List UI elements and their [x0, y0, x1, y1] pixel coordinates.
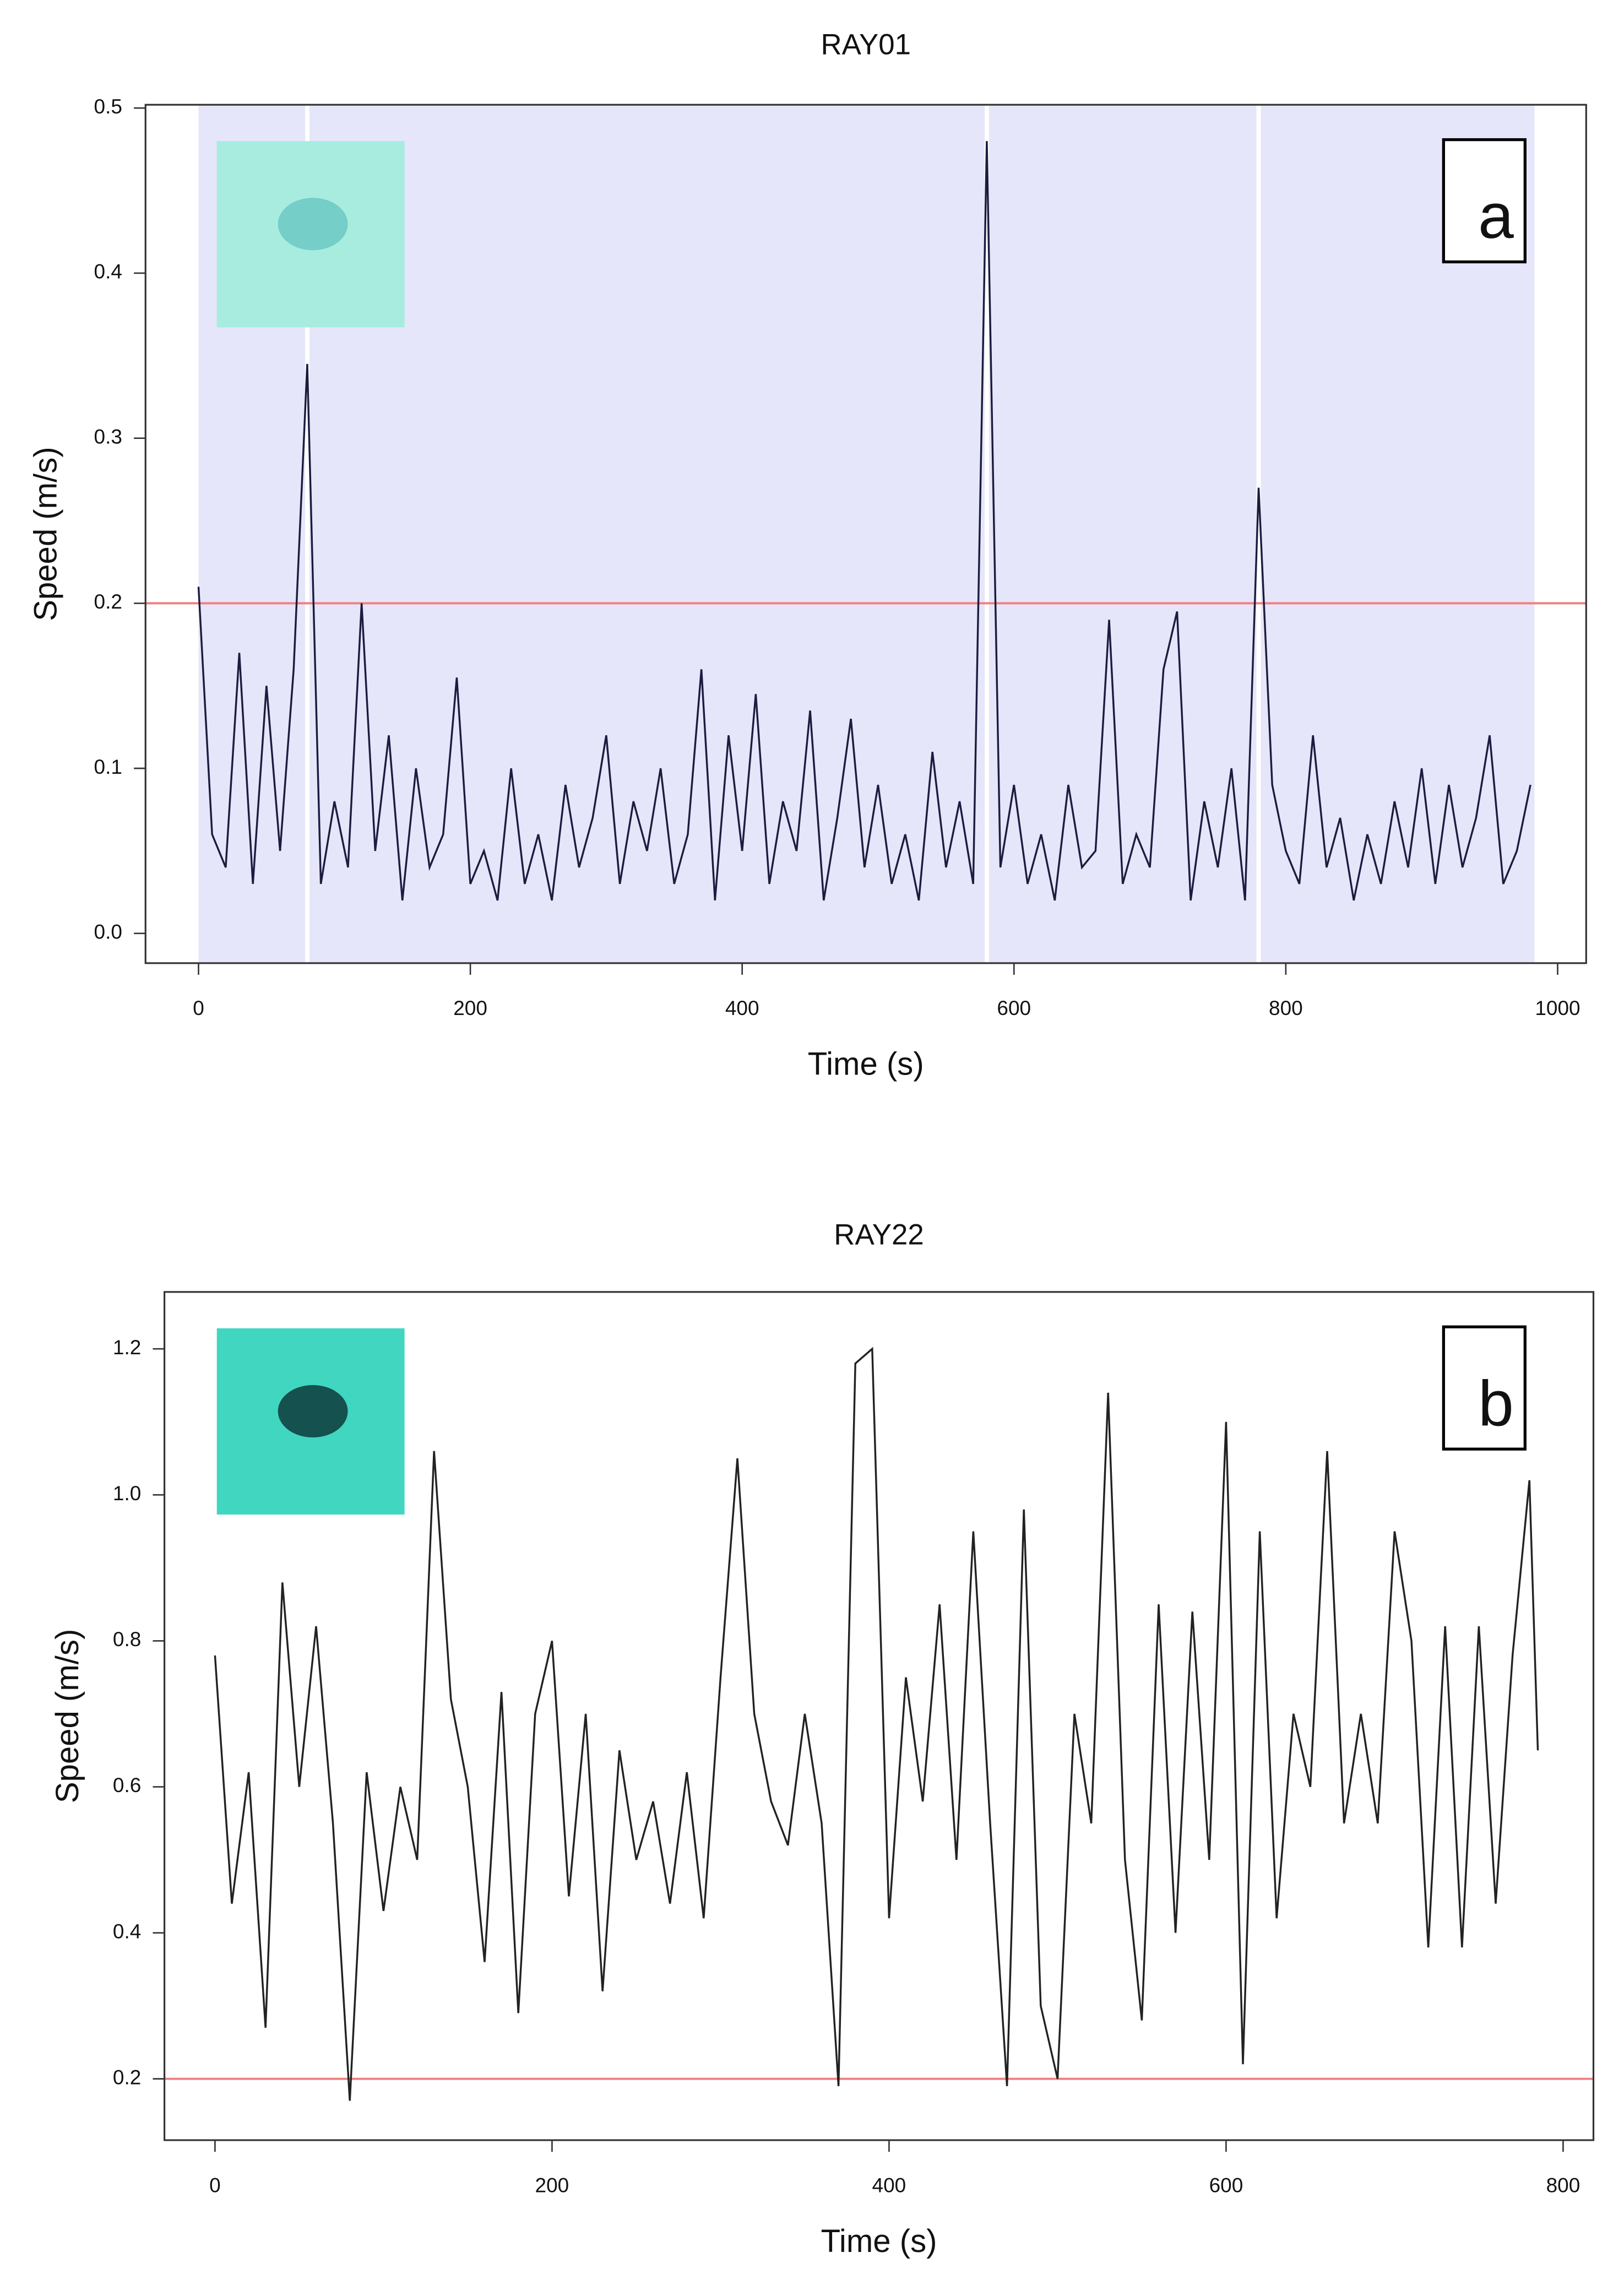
inset-ray [278, 198, 348, 251]
y-tick-label: 0.2 [94, 590, 122, 613]
speed-line [214, 1347, 1539, 2101]
y-tick-label: 0.4 [113, 1920, 141, 1942]
panel-label: a [1478, 180, 1514, 252]
speed-line [197, 141, 1531, 901]
x-tick-label: 1000 [1535, 997, 1580, 1019]
y-tick-label: 0.0 [94, 921, 122, 943]
panel-label: b [1478, 1367, 1514, 1439]
x-tick-label: 800 [1269, 997, 1303, 1019]
y-tick-label: 0.4 [94, 260, 122, 283]
y-tick-label: 0.1 [94, 756, 122, 778]
x-tick-label: 400 [725, 997, 759, 1019]
chart-title: RAY22 [834, 1218, 924, 1251]
y-tick-label: 0.5 [94, 95, 122, 118]
inset-ray [278, 1385, 348, 1438]
plot-frame [144, 104, 1587, 964]
x-tick-label: 800 [1546, 2174, 1580, 2196]
y-tick-label: 1.2 [113, 1336, 141, 1359]
plot-frame [164, 1291, 1595, 2141]
y-tick-label: 0.2 [113, 2066, 141, 2088]
x-axis-title: Time (s) [808, 1046, 924, 1082]
x-tick-label: 0 [193, 997, 204, 1019]
y-tick-label: 1.0 [113, 1482, 141, 1505]
y-axis-title: Speed (m/s) [28, 447, 64, 621]
y-tick-label: 0.3 [94, 425, 122, 448]
panel-label-box [1442, 1325, 1527, 1451]
y-tick-label: 0.6 [113, 1774, 141, 1797]
y-tick-label: 0.8 [113, 1628, 141, 1651]
shaded-region [198, 105, 1535, 963]
x-tick-label: 600 [997, 997, 1031, 1019]
x-tick-label: 400 [872, 2174, 906, 2196]
y-axis-title: Speed (m/s) [50, 1629, 85, 1803]
x-tick-label: 200 [453, 997, 487, 1019]
x-tick-label: 0 [209, 2174, 221, 2196]
chart-title: RAY01 [821, 28, 911, 61]
x-tick-label: 200 [535, 2174, 569, 2196]
x-axis-title: Time (s) [821, 2223, 937, 2259]
x-tick-label: 600 [1209, 2174, 1243, 2196]
panel-label-box [1442, 138, 1527, 264]
